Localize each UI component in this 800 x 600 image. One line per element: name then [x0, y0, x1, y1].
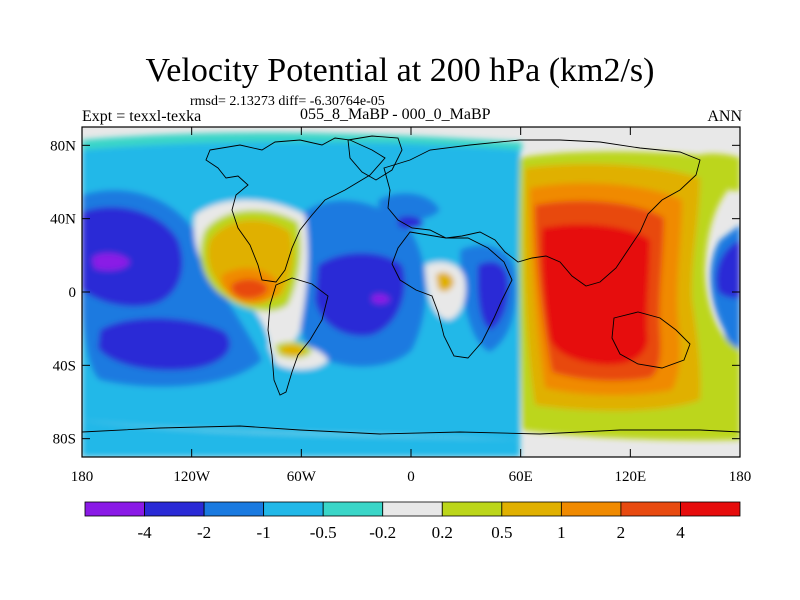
coastline [267, 277, 329, 396]
colorbar-swatch [441, 501, 503, 517]
colorbar-swatch [84, 501, 145, 517]
coastline [82, 425, 740, 435]
x-tick-label: 180 [71, 469, 94, 485]
contour-region [98, 318, 230, 371]
colorbar-swatch [322, 501, 384, 517]
x-tick-label: 120E [614, 469, 646, 485]
contour-region [92, 253, 130, 271]
coastline [205, 137, 386, 283]
chart-title: Velocity Potential at 200 hPa (km2/s) [145, 52, 655, 89]
contour-region [378, 193, 440, 221]
contour-region [700, 153, 740, 191]
colorbar-swatch [203, 501, 265, 517]
colorbar-swatch [382, 501, 443, 517]
y-tick-label: 80N [50, 138, 76, 154]
contour-region [541, 224, 650, 365]
contour-region [315, 252, 405, 336]
colorbar-swatch [263, 501, 324, 517]
x-tick-label: 60E [509, 469, 533, 485]
colorbar-label: 4 [676, 523, 685, 542]
colorbar-label: 2 [617, 523, 626, 542]
contour-region [82, 420, 520, 457]
coastline [383, 139, 701, 287]
season-label: ANN [707, 108, 742, 125]
colorbar-swatch [144, 501, 205, 517]
period-label: 055_8_MaBP - 000_0_MaBP [300, 106, 491, 123]
colorbar-swatch [560, 501, 622, 517]
contour-region [82, 207, 183, 307]
colorbar-swatch [680, 501, 741, 517]
colorbar-swatch [620, 501, 681, 517]
colorbar-label: 0.2 [432, 523, 453, 542]
coastline [611, 311, 691, 369]
y-tick-label: 0 [69, 285, 77, 301]
x-tick-label: 120W [173, 469, 211, 485]
contour-region [436, 272, 454, 292]
contour-region [280, 344, 305, 357]
experiment-label: Expt = texxl-texka [82, 108, 202, 125]
stats-line: rmsd= 2.13273 diff= -6.30764e-05 [190, 94, 385, 109]
contour-region [716, 240, 740, 299]
coastline [347, 135, 403, 181]
y-tick-label: 80S [53, 432, 76, 448]
contour-region [231, 279, 268, 299]
contour-region [372, 293, 390, 304]
contour-region [477, 261, 509, 330]
colorbar-swatch [501, 501, 562, 517]
colorbar-label: 1 [557, 523, 566, 542]
x-tick-label: 0 [407, 469, 415, 485]
colorbar-label: 0.5 [491, 523, 512, 542]
y-tick-label: 40S [53, 358, 76, 374]
colorbar-label: -1 [257, 523, 271, 542]
colorbar-label: -0.2 [369, 523, 396, 542]
x-tick-label: 180 [729, 469, 752, 485]
colorbar-label: -0.5 [310, 523, 337, 542]
y-tick-label: 40N [50, 212, 76, 228]
contour-region [82, 132, 522, 150]
x-tick-label: 60W [287, 469, 317, 485]
contour-region [398, 216, 424, 229]
coastline [391, 231, 513, 359]
colorbar-label: -2 [197, 523, 211, 542]
colorbar-label: -4 [137, 523, 152, 542]
